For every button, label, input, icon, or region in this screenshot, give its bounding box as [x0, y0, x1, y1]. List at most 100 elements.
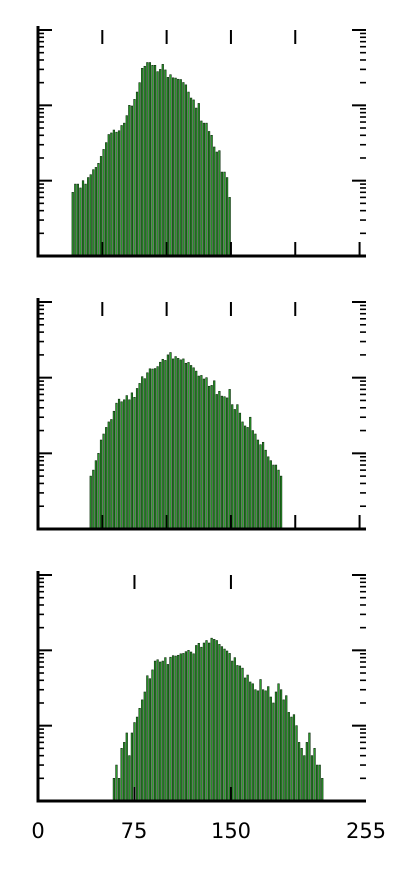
histogram-bar: [177, 654, 180, 802]
histogram-bar: [197, 103, 200, 257]
histogram-bar: [249, 416, 252, 530]
histogram-bar: [179, 359, 182, 530]
histogram-bar: [174, 655, 177, 802]
histogram-bar: [164, 69, 167, 257]
histogram-bar: [195, 645, 198, 802]
histogram-bar: [120, 125, 123, 257]
histogram-bar: [94, 460, 97, 530]
histogram-bar: [246, 674, 249, 802]
histogram-bar: [148, 368, 152, 530]
histogram-bar: [261, 441, 265, 530]
histogram-bar: [236, 665, 239, 802]
histogram-bar: [171, 358, 175, 530]
histogram-bar: [130, 392, 133, 530]
histogram-bar: [205, 122, 208, 257]
histogram-bar: [251, 430, 254, 530]
histogram-bar: [207, 385, 211, 530]
histogram-bar: [125, 115, 128, 257]
histogram-bar: [274, 464, 278, 530]
histogram-bar: [125, 732, 128, 802]
histogram-bar: [256, 690, 260, 802]
histogram-bar: [279, 475, 283, 530]
histogram-bar: [202, 122, 206, 257]
histogram-bar: [169, 656, 172, 802]
histogram-bar: [192, 367, 195, 530]
histogram-bar: [153, 65, 157, 257]
histogram-bar: [179, 79, 182, 257]
histogram-bar: [200, 120, 203, 257]
histogram-bar: [94, 167, 97, 257]
histogram-bar: [192, 99, 195, 257]
histogram-bar: [279, 689, 283, 802]
histogram-bar: [87, 177, 90, 257]
histogram-bar: [159, 69, 162, 257]
histogram-bar: [151, 65, 154, 257]
histogram-bar: [267, 456, 270, 530]
histogram-bar: [316, 764, 319, 802]
histogram-bar: [200, 375, 203, 530]
histogram-bar: [159, 661, 162, 802]
histogram-bar: [228, 653, 231, 802]
histogram-bar: [110, 419, 113, 530]
histogram-bar: [105, 427, 108, 530]
histogram-bar: [246, 427, 249, 530]
histogram-bar: [205, 640, 208, 802]
histogram-bar: [138, 383, 141, 530]
histogram-bar: [179, 653, 182, 802]
histogram-bar: [148, 678, 152, 802]
histogram-bar: [99, 156, 103, 257]
histogram-bar: [184, 84, 188, 257]
histogram-bar: [117, 130, 121, 257]
histogram-bar: [238, 665, 242, 802]
histogram-bar: [133, 397, 136, 530]
histogram-bar: [243, 677, 247, 802]
histogram-bar: [285, 695, 288, 802]
histogram-bar: [300, 748, 303, 802]
histogram-bar: [259, 679, 262, 802]
histogram-bar: [187, 91, 190, 257]
histogram-bar: [76, 183, 79, 257]
histogram-bar: [256, 439, 260, 530]
histogram-bar: [241, 421, 244, 530]
histogram-bar: [151, 669, 154, 802]
histogram-bar: [210, 637, 213, 802]
histogram-bar: [223, 648, 226, 802]
histogram-bar: [215, 394, 218, 530]
histogram-bar: [318, 764, 321, 802]
histogram-bar: [102, 433, 105, 530]
histogram-bar: [153, 368, 157, 530]
histogram-bar: [135, 388, 139, 530]
histogram-bar: [261, 689, 265, 802]
histogram-bar: [287, 712, 290, 802]
histogram-bar: [241, 667, 244, 802]
histogram-bar: [123, 742, 126, 802]
histogram-bar: [189, 365, 193, 530]
histogram-bar: [177, 358, 180, 530]
histogram-bar: [187, 650, 190, 802]
histogram-bar: [197, 642, 200, 802]
x-tick-label-75: 75: [121, 819, 148, 843]
histogram-bar: [146, 62, 149, 257]
histogram-bar: [243, 425, 247, 530]
histogram-bar: [130, 105, 133, 257]
histogram-bar: [267, 686, 270, 802]
histogram-bar: [112, 778, 115, 802]
histogram-bar: [128, 755, 131, 802]
histogram-bar: [117, 778, 121, 802]
histogram-bar: [264, 449, 267, 530]
histogram-panel-3: [36, 571, 366, 803]
histogram-bar: [110, 132, 113, 257]
histogram-bar: [223, 171, 226, 257]
histogram-bar: [220, 646, 224, 802]
histogram-bar: [164, 360, 167, 530]
histogram-bar: [182, 82, 185, 257]
histogram-bar: [290, 716, 293, 802]
histogram-bar: [282, 699, 285, 802]
histogram-bar: [102, 149, 105, 257]
histogram-bar: [218, 644, 221, 802]
histogram-bar: [177, 78, 180, 257]
histogram-bar: [231, 660, 234, 802]
x-tick-label-255: 255: [346, 819, 386, 843]
histogram-bar: [207, 642, 211, 802]
histogram-bar: [71, 192, 74, 257]
